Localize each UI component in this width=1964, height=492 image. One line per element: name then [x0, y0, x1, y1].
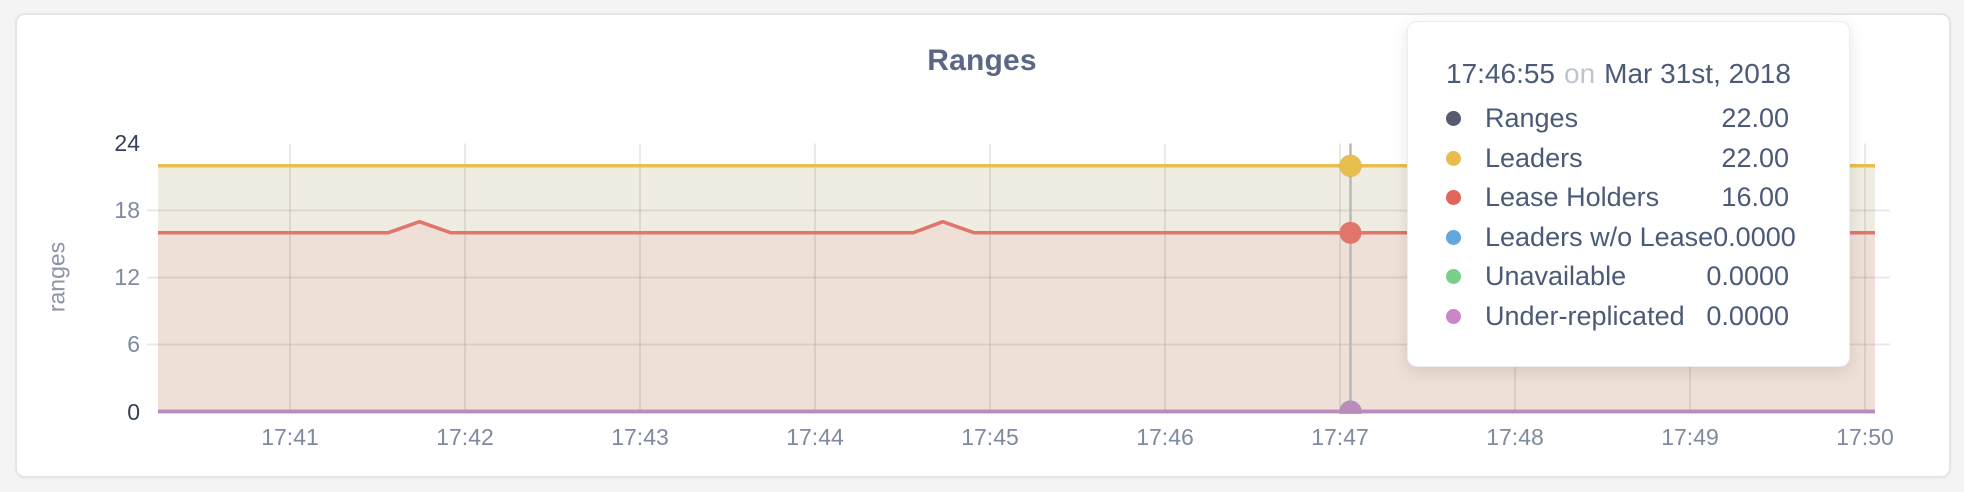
y-axis-tick: 24 — [114, 130, 140, 157]
series-label: Unavailable — [1485, 261, 1627, 292]
tooltip-row: Under-replicated 0.0000 — [1446, 297, 1789, 337]
tooltip-row: Leaders 22.00 — [1446, 139, 1789, 179]
x-axis-tick: 17:42 — [436, 424, 494, 450]
y-axis-tick: 6 — [127, 331, 140, 358]
tooltip-row: Lease Holders 16.00 — [1446, 178, 1789, 218]
series-dot-icon — [1446, 308, 1461, 324]
x-axis-tick: 17:44 — [786, 424, 844, 450]
y-axis-tick: 0 — [127, 398, 140, 425]
x-axis-tick: 17:41 — [261, 424, 319, 450]
x-axis-tick: 17:50 — [1836, 424, 1894, 450]
series-dot-icon — [1446, 269, 1461, 285]
series-dot-icon — [1446, 150, 1461, 166]
series-value: 0.0000 — [1706, 261, 1789, 292]
hover-dot-under-replicated — [1339, 400, 1362, 414]
series-label: Lease Holders — [1485, 182, 1660, 213]
chart-title: Ranges — [927, 44, 1037, 77]
series-label: Leaders w/o Lease — [1485, 221, 1714, 252]
series-label: Ranges — [1485, 103, 1579, 134]
series-value: 0.0000 — [1706, 300, 1789, 331]
x-axis-tick: 17:48 — [1486, 424, 1544, 450]
series-label: Leaders — [1485, 142, 1583, 173]
y-axis-tick: 18 — [114, 197, 140, 224]
series-label: Under-replicated — [1485, 300, 1685, 331]
x-axis-tick: 17:43 — [611, 424, 669, 450]
series-value: 22.00 — [1721, 142, 1789, 173]
line-lease-holders — [158, 219, 1875, 235]
series-dot-icon — [1446, 111, 1461, 127]
series-value: 0.0000 — [1713, 221, 1796, 252]
tooltip-legend: Ranges 22.00 Leaders 22.00 Lease Holders 16.0… — [1446, 99, 1796, 337]
series-value: 22.00 — [1721, 103, 1789, 134]
series-value: 16.00 — [1721, 182, 1789, 213]
x-axis-tick: 17:46 — [1136, 424, 1194, 450]
chart-tooltip: 17:46:55 on Mar 31st, 2018 Ranges 22.00 Lead… — [1407, 21, 1850, 367]
x-axis-tick: 17:47 — [1311, 424, 1369, 450]
tooltip-date: Mar 31st, 2018 — [1604, 58, 1791, 89]
tooltip-row: Ranges 22.00 — [1446, 99, 1789, 139]
x-axis-tick: 17:45 — [961, 424, 1019, 450]
tooltip-conjunction: on — [1564, 58, 1596, 89]
tooltip-row: Unavailable 0.0000 — [1446, 257, 1789, 297]
series-dot-icon — [1446, 229, 1461, 245]
x-axis-tick: 17:49 — [1661, 424, 1719, 450]
hover-dot-leaders — [1339, 154, 1362, 177]
tooltip-row: Leaders w/o Lease 0.0000 — [1446, 218, 1796, 258]
hover-dots — [1339, 154, 1362, 414]
hover-dot-lease-holders — [1339, 221, 1362, 244]
series-dot-icon — [1446, 190, 1461, 206]
y-axis-tick: 12 — [114, 264, 140, 291]
tooltip-timestamp: 17:46:55 on Mar 31st, 2018 — [1446, 58, 1791, 90]
tooltip-time: 17:46:55 — [1446, 58, 1555, 89]
